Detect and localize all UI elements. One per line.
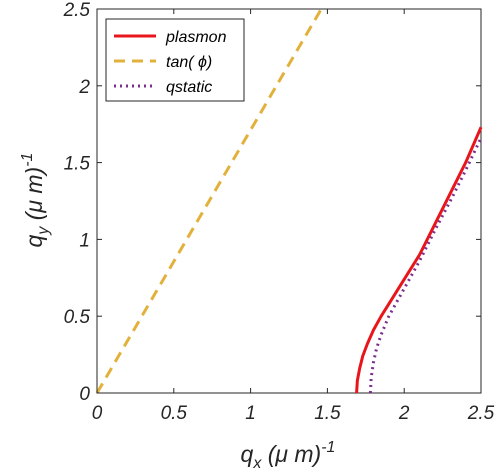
y-axis-label-base: q [21,234,47,247]
x-tick-label: 1.5 [314,403,341,424]
y-tick-label: 1.5 [64,154,91,175]
series-line-tan [95,8,323,394]
y-tick-label: 2.5 [63,0,91,21]
legend-label-qstatic: qstatic [166,79,212,96]
series-layer [95,8,483,394]
axes-box [96,8,482,394]
x-axis-label-base: q [241,441,254,467]
x-tick-label: 0.5 [161,403,188,424]
y-axis-label-sub: y [35,226,52,236]
legend-label-tan: tan( ϕ) [166,54,212,71]
y-tick-label: 1 [79,230,90,251]
x-tick-label: 0 [92,403,103,424]
series-line-plasmon [355,126,483,394]
legend-label-plasmon: plasmon [165,29,227,46]
legend: plasmon tan( ϕ) qstatic [105,18,245,102]
x-tick-label: 2.5 [467,403,495,424]
tick-layer: 0 0.5 1 1.5 2 2.5 0 0.5 1 1.5 2 2.5 [63,0,495,424]
x-tick-label: 2 [398,403,410,424]
x-tick-label: 1 [245,403,256,424]
x-axis-label-sub: x [252,455,262,472]
x-axis-label: qx (μ m)-1 [241,439,336,472]
y-tick-label: 2 [78,77,90,98]
y-axis-label-sup: -1 [19,153,36,167]
x-axis-label-sup: -1 [321,439,335,456]
y-axis-label: qy (μ m)-1 [19,153,52,248]
y-axis-label-paren: (μ m) [21,167,47,227]
y-tick-label: 0 [79,384,90,405]
x-axis-label-paren: (μ m) [261,441,321,467]
y-tick-label: 0.5 [64,307,91,328]
legend-box [105,18,245,102]
